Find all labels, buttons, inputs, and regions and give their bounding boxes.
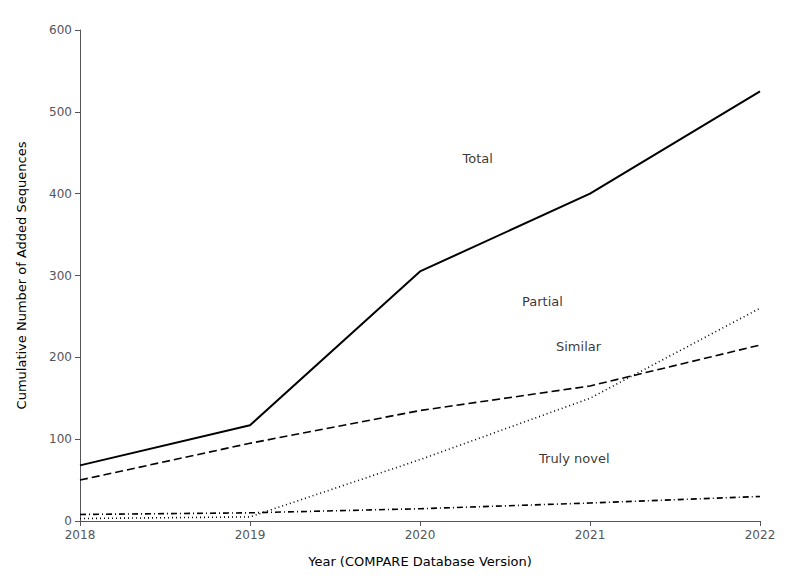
svg-text:Total: Total <box>462 151 493 166</box>
svg-text:100: 100 <box>49 432 72 446</box>
svg-text:300: 300 <box>49 269 72 283</box>
svg-text:500: 500 <box>49 105 72 119</box>
svg-text:0: 0 <box>64 514 72 528</box>
svg-text:400: 400 <box>49 187 72 201</box>
svg-text:2022: 2022 <box>745 528 776 542</box>
svg-text:200: 200 <box>49 350 72 364</box>
svg-text:Partial: Partial <box>522 294 563 309</box>
svg-text:2019: 2019 <box>235 528 266 542</box>
svg-text:Similar: Similar <box>556 339 602 354</box>
svg-text:Cumulative Number of Added Seq: Cumulative Number of Added Sequences <box>14 141 29 409</box>
svg-text:2018: 2018 <box>65 528 96 542</box>
svg-text:Year (COMPARE Database Version: Year (COMPARE Database Version) <box>307 554 532 569</box>
svg-text:2020: 2020 <box>405 528 436 542</box>
svg-text:600: 600 <box>49 23 72 37</box>
svg-text:Truly novel: Truly novel <box>538 451 610 466</box>
svg-text:2021: 2021 <box>575 528 606 542</box>
